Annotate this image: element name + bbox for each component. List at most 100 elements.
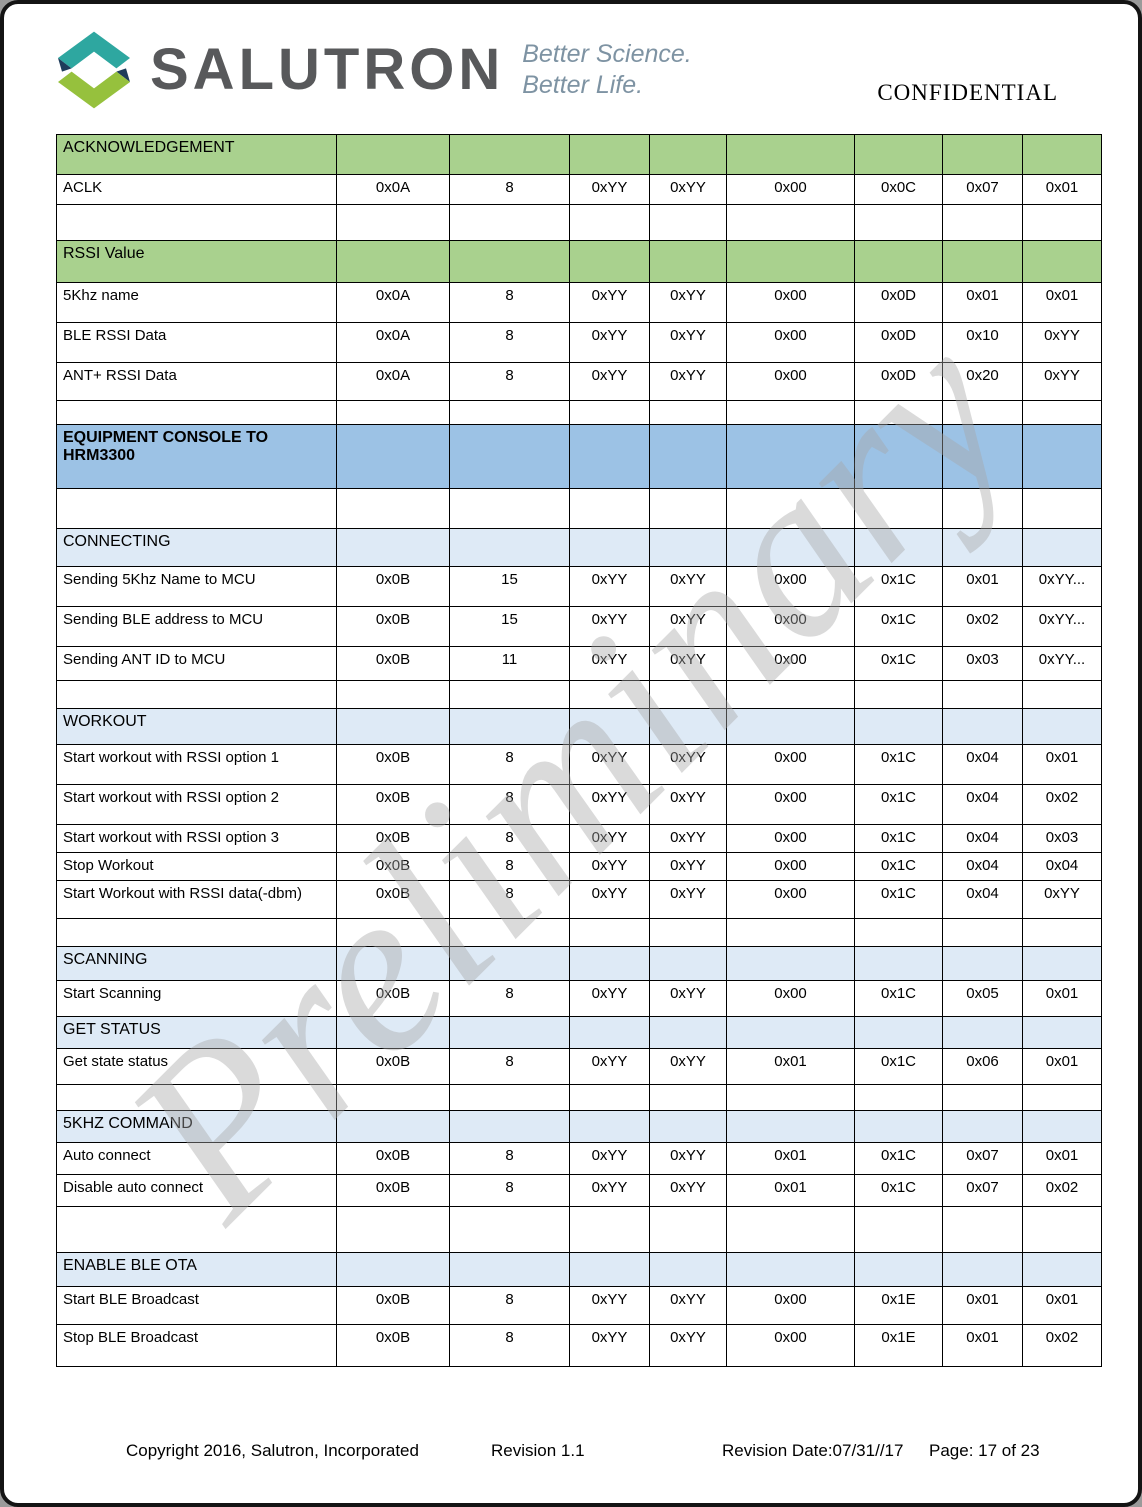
empty-cell — [569, 488, 650, 529]
command-name-cell: Get state status — [56, 1048, 337, 1085]
value-cell: 0x03 — [942, 646, 1023, 681]
empty-cell — [56, 1206, 337, 1253]
value-cell: 0x02 — [1022, 784, 1102, 825]
value-cell: 8 — [449, 282, 570, 323]
footer-revision-date: Revision Date:07/31//17 — [722, 1441, 904, 1460]
command-name-cell: ACLK — [56, 174, 337, 205]
command-name-cell: Start BLE Broadcast — [56, 1286, 337, 1325]
value-cell: 8 — [449, 824, 570, 853]
table-row: Start Scanning 0x0B 8 0xYY 0xYY 0x00 0x1C 0x05 0… — [56, 980, 1102, 1017]
value-cell: 0xYY... — [1022, 606, 1102, 647]
section-cell — [726, 946, 855, 981]
value-cell: 0x0B — [336, 1324, 450, 1367]
value-cell: 0x01 — [942, 566, 1023, 607]
value-cell: 8 — [449, 1286, 570, 1325]
command-name-cell: Stop BLE Broadcast — [56, 1324, 337, 1367]
section-cell — [726, 528, 855, 567]
section-cell — [449, 134, 570, 175]
value-cell: 0x01 — [1022, 1142, 1102, 1175]
empty-cell — [942, 400, 1023, 425]
value-cell: 0xYY — [569, 1142, 650, 1175]
table-row: Start BLE Broadcast 0x0B 8 0xYY 0xYY 0x00 0x1E… — [56, 1286, 1102, 1325]
value-cell: 0xYY — [649, 174, 727, 205]
value-cell: 0xYY — [649, 362, 727, 401]
empty-cell — [726, 680, 855, 709]
value-cell: 0xYY — [569, 1324, 650, 1367]
value-cell: 0x1C — [854, 606, 943, 647]
footer-copyright: Copyright 2016, Salutron, Incorporated — [126, 1441, 419, 1460]
value-cell: 0x00 — [726, 880, 855, 919]
empty-cell — [854, 488, 943, 529]
value-cell: 0x01 — [1022, 744, 1102, 785]
value-cell: 0xYY... — [1022, 646, 1102, 681]
tagline-line-2: Better Life. — [522, 71, 644, 99]
section-cell — [649, 1252, 727, 1287]
section-cell — [449, 528, 570, 567]
section-cell — [336, 708, 450, 745]
section-header-row: RSSI Value — [56, 240, 1102, 283]
section-cell — [649, 1016, 727, 1049]
command-name-cell: Sending 5Khz Name to MCU — [56, 566, 337, 607]
value-cell: 0x02 — [1022, 1174, 1102, 1207]
table-row: Sending BLE address to MCU 0x0B 15 0xYY 0xYY… — [56, 606, 1102, 647]
value-cell: 0x0B — [336, 606, 450, 647]
value-cell: 8 — [449, 1142, 570, 1175]
value-cell: 0x0A — [336, 322, 450, 363]
section-label: 5KHZ COMMAND — [56, 1110, 337, 1143]
value-cell: 0x0C — [854, 174, 943, 205]
section-cell — [726, 1252, 855, 1287]
value-cell: 0x06 — [942, 1048, 1023, 1085]
footer-revision: Revision 1.1 — [491, 1441, 585, 1460]
value-cell: 0x0B — [336, 744, 450, 785]
empty-cell — [942, 918, 1023, 947]
section-label: EQUIPMENT CONSOLE TO HRM3300 — [56, 424, 337, 489]
value-cell: 0xYY — [569, 566, 650, 607]
section-cell — [569, 1252, 650, 1287]
section-cell — [1022, 528, 1102, 567]
section-cell — [942, 528, 1023, 567]
empty-cell — [56, 680, 337, 709]
section-cell — [569, 424, 650, 489]
table-row: Sending 5Khz Name to MCU 0x0B 15 0xYY 0xYY 0x… — [56, 566, 1102, 607]
value-cell: 0x0B — [336, 852, 450, 881]
value-cell: 0xYY — [1022, 322, 1102, 363]
empty-cell — [726, 918, 855, 947]
section-cell — [726, 1016, 855, 1049]
section-header-row: CONNECTING — [56, 528, 1102, 567]
section-cell — [569, 528, 650, 567]
section-cell — [854, 134, 943, 175]
value-cell: 0x1C — [854, 880, 943, 919]
command-name-cell: Start workout with RSSI option 2 — [56, 784, 337, 825]
spacer-row — [56, 918, 1102, 947]
section-cell — [942, 424, 1023, 489]
section-header-row: ACKNOWLEDGEMENT — [56, 134, 1102, 175]
section-cell — [336, 424, 450, 489]
command-name-cell: Start Workout with RSSI data(-dbm) — [56, 880, 337, 919]
value-cell: 0x00 — [726, 606, 855, 647]
table-row: Disable auto connect 0x0B 8 0xYY 0xYY 0x01 0x1… — [56, 1174, 1102, 1207]
empty-cell — [569, 204, 650, 241]
section-cell — [726, 424, 855, 489]
empty-cell — [449, 204, 570, 241]
section-label: SCANNING — [56, 946, 337, 981]
empty-cell — [449, 1084, 570, 1111]
section-label: RSSI Value — [56, 240, 337, 283]
value-cell: 0x0A — [336, 362, 450, 401]
empty-cell — [1022, 918, 1102, 947]
value-cell: 0x04 — [942, 824, 1023, 853]
empty-cell — [726, 1084, 855, 1111]
empty-cell — [56, 400, 337, 425]
command-table: ACKNOWLEDGEMENT ACLK 0x0A 8 0xYY 0xYY 0x00 0x0C… — [56, 134, 1102, 1367]
empty-cell — [649, 400, 727, 425]
section-cell — [1022, 240, 1102, 283]
section-cell — [336, 1252, 450, 1287]
empty-cell — [649, 918, 727, 947]
value-cell: 0x00 — [726, 852, 855, 881]
empty-cell — [336, 400, 450, 425]
empty-cell — [942, 204, 1023, 241]
empty-cell — [449, 400, 570, 425]
empty-cell — [1022, 204, 1102, 241]
value-cell: 0xYY — [569, 322, 650, 363]
value-cell: 15 — [449, 606, 570, 647]
section-label: ACKNOWLEDGEMENT — [56, 134, 337, 175]
